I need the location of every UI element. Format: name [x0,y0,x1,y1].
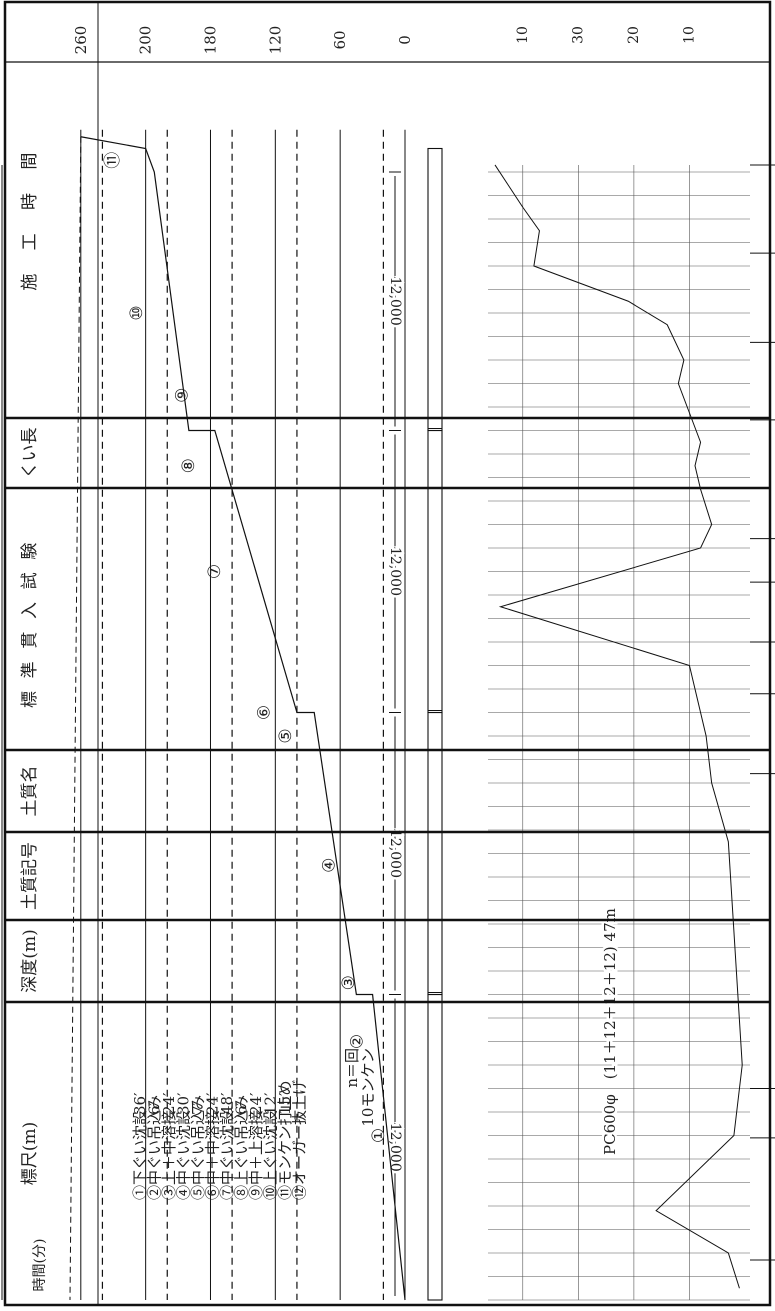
legend-time: 30′ [175,1092,193,1115]
legend-item: ⑧上ぐい吊込み [233,1095,251,1200]
legend-item: ⑨中＋上溶接 [247,1110,265,1200]
curve-marker: ③ [339,975,359,990]
spt-tick-label: 10 [515,26,531,44]
column-header: 標準貫入試験 [20,530,40,708]
time-tick-label: 180 [201,26,219,55]
time-tick-label: 60 [331,30,349,49]
legend-time: 24′ [204,1092,222,1115]
pile-segment [427,993,443,1301]
legend-time: 6′ [146,1101,164,1115]
legend-item: ②中ぐい吊込み [146,1095,164,1200]
legend-item: ①下ぐい沈設 [131,1110,149,1200]
outer-frame [3,0,772,1307]
curve-marker: ⑪ [103,152,123,169]
time-axis-label: 時間(分) [32,1239,48,1292]
spt-curve [494,164,743,1289]
legend-extra: n＝回 [343,1048,361,1088]
spt-tick-label: 30 [570,26,586,44]
curve-marker: ⑥ [255,705,275,720]
time-tick-label: 0 [396,35,414,45]
column-header: くい長 [20,428,40,479]
curve-marker: ⑦ [205,564,225,579]
pile-segment [427,711,443,996]
legend-time: 36′ [131,1092,149,1115]
pile-dimension-label: 12,000 [387,547,403,596]
curve-marker: ⑧ [179,458,199,473]
time-tick-label: 120 [266,26,284,55]
column-header: 土質名 [20,766,40,817]
legend-item: ⑪モンケン打止め [276,1080,294,1200]
column-header: 施工時間 [20,129,40,290]
legend-time: 12′ [262,1092,280,1115]
legend-item: ⑥中＋中溶接 [204,1110,222,1200]
column-header: 深度(m) [20,929,40,992]
spt-tick-label: 20 [626,26,642,44]
legend-time: 24′ [247,1092,265,1115]
curve-marker: ① [369,1128,389,1143]
time-curve-dashed [69,136,82,1301]
legend-item: ③上＋中溶接 [160,1110,178,1200]
legend-extra: 10モンケン [359,1048,377,1127]
pile-spec: PC600φ (11＋12＋12＋12) 47m [601,908,619,1155]
curve-marker: ⑨ [172,388,192,403]
legend-item: ⑩上ぐい沈設 [262,1110,280,1200]
pile-segment [427,429,443,714]
legend-time: 15′ [276,1092,294,1115]
curve-marker: ④ [319,858,339,873]
legend-time: 24′ [160,1092,178,1115]
column-header: 標尺(m) [20,1122,40,1185]
time-curve [80,136,406,1301]
legend-time: 7′ [189,1101,207,1115]
legend-item: ⑤中ぐい吊込み [189,1095,207,1200]
time-tick-label: 260 [72,26,90,55]
time-tick-label: 200 [137,26,155,55]
spt-tick-label: 10 [681,26,697,44]
legend-item: ⑫オーガー抜上げ [291,1080,309,1200]
pile-dimension-label: 12,000 [387,1123,403,1172]
curve-marker: ② [347,1034,367,1049]
legend-time: 6′ [233,1101,251,1115]
curve-marker: ⑩ [127,305,147,320]
legend-item: ⑦中ぐい沈設 [218,1110,236,1200]
pile-dimension-label: 12,000 [387,829,403,878]
legend-item: ④中ぐい沈設 [175,1110,193,1200]
pile-dimension-label: 12,000 [387,277,403,326]
column-header: 土質記号 [20,842,40,910]
pile-segment [427,147,443,432]
legend-time: 48′ [218,1092,236,1115]
curve-marker: ⑤ [276,728,296,743]
